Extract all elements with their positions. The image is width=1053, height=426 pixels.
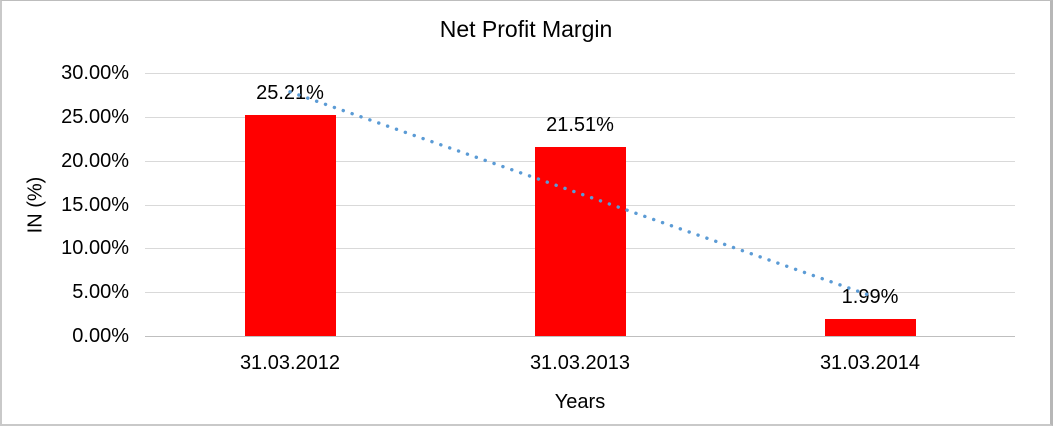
- bar-data-label: 25.21%: [256, 82, 324, 104]
- bar: [535, 147, 626, 336]
- y-tick-label: 5.00%: [72, 281, 129, 303]
- y-tick-label: 25.00%: [61, 106, 129, 128]
- chart-title: Net Profit Margin: [439, 16, 613, 42]
- bar: [245, 115, 336, 336]
- category-label: 31.03.2013: [529, 352, 631, 374]
- category-label: 31.03.2012: [239, 352, 341, 374]
- bar-data-label: 1.99%: [841, 286, 899, 308]
- category-label: 31.03.2014: [819, 352, 921, 374]
- gridline: [145, 73, 1015, 74]
- x-axis-title: Years: [554, 391, 606, 413]
- y-tick-label: 10.00%: [61, 237, 129, 259]
- x-axis-line: [145, 336, 1015, 337]
- y-tick-label: 30.00%: [61, 62, 129, 84]
- bar: [825, 319, 916, 336]
- y-tick-label: 15.00%: [61, 194, 129, 216]
- bar-data-label: 21.51%: [546, 114, 614, 136]
- y-tick-label: 20.00%: [61, 150, 129, 172]
- y-tick-label: 0.00%: [72, 325, 129, 347]
